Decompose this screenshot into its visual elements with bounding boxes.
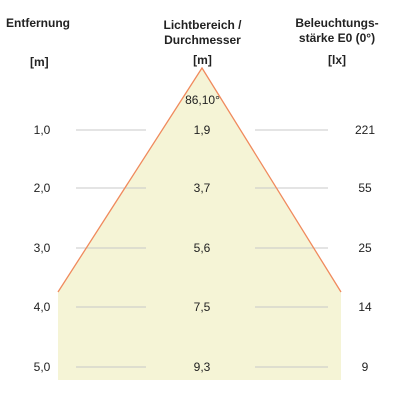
distance-header: Entfernung bbox=[6, 16, 70, 31]
diameter-value: 1,9 bbox=[193, 123, 211, 137]
illuminance-value: 55 bbox=[358, 181, 372, 195]
illuminance-value: 14 bbox=[358, 300, 372, 314]
distance-unit: [m] bbox=[30, 55, 49, 69]
distance-value: 1,0 bbox=[33, 123, 51, 137]
diameter-header-line2: Durchmesser bbox=[164, 33, 241, 47]
illuminance-header-line2: stärke E0 (0°) bbox=[298, 31, 376, 45]
diameter-value: 3,7 bbox=[193, 181, 211, 195]
diameter-header: Lichtbereich / Durchmesser bbox=[140, 18, 265, 48]
diameter-value: 5,6 bbox=[193, 241, 211, 255]
illuminance-header: Beleuchtungs- stärke E0 (0°) bbox=[282, 16, 392, 46]
distance-value: 4,0 bbox=[33, 300, 51, 314]
distance-header-title: Entfernung bbox=[6, 16, 70, 30]
row-lines bbox=[76, 129, 328, 368]
distance-value: 3,0 bbox=[33, 241, 51, 255]
diameter-value: 7,5 bbox=[193, 300, 211, 314]
illuminance-value: 221 bbox=[354, 123, 376, 137]
diameter-value: 9,3 bbox=[193, 360, 211, 374]
distance-value: 2,0 bbox=[33, 181, 51, 195]
light-cone-edge bbox=[57, 66, 342, 293]
light-cone-area bbox=[58, 68, 341, 380]
beam-angle-label: 86,10° bbox=[185, 93, 220, 107]
illuminance-value: 9 bbox=[361, 360, 369, 374]
diameter-header-line1: Lichtbereich / bbox=[163, 18, 242, 32]
illuminance-value: 25 bbox=[358, 241, 372, 255]
illuminance-unit: [lx] bbox=[328, 53, 346, 67]
distance-value: 5,0 bbox=[33, 360, 51, 374]
illuminance-header-line1: Beleuchtungs- bbox=[295, 16, 379, 30]
diameter-unit: [m] bbox=[193, 53, 212, 67]
